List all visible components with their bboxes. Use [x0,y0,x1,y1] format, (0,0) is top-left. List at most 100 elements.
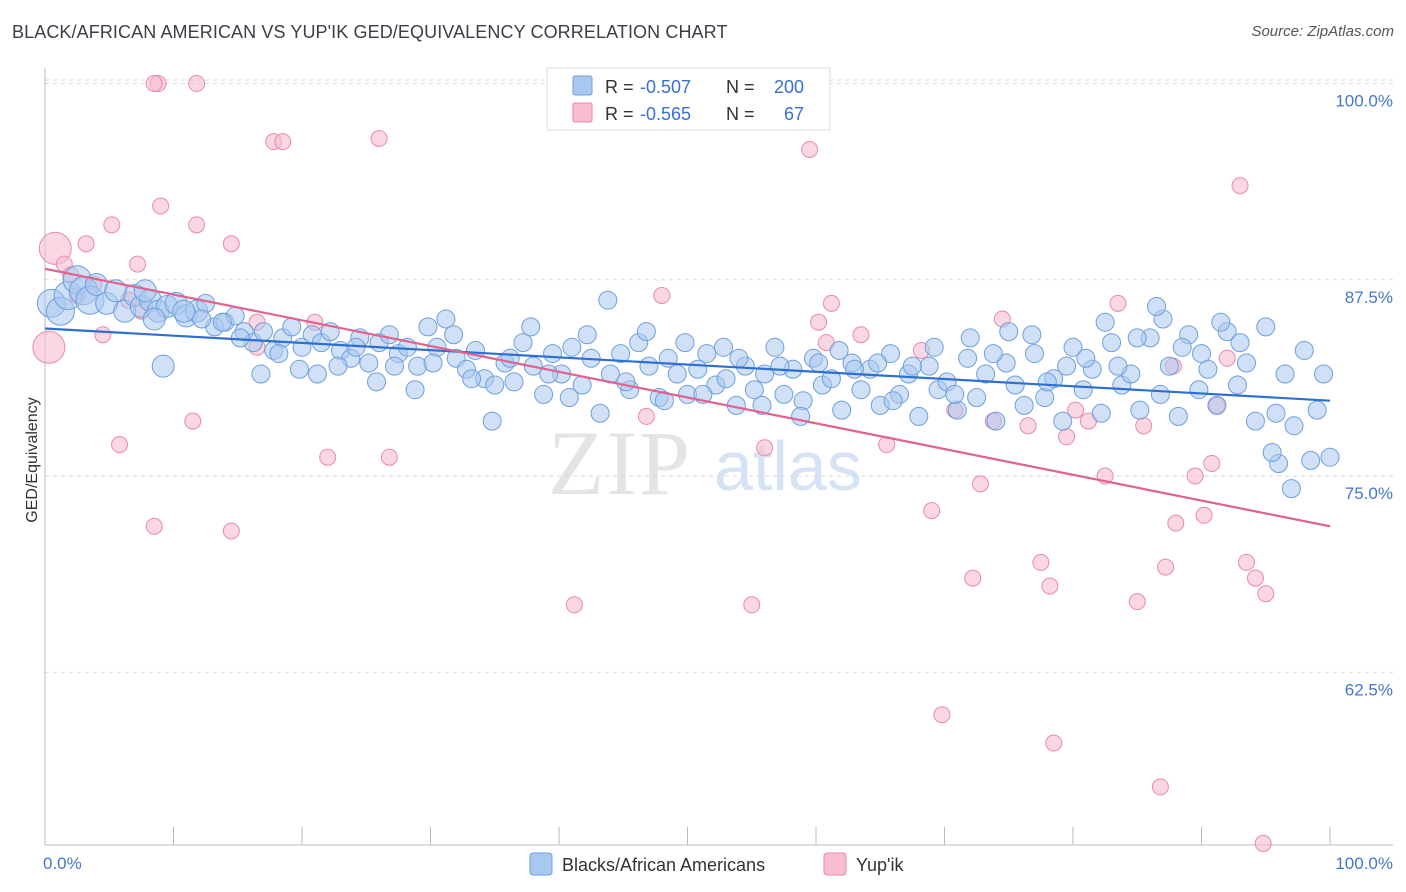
legend-blue-swatch [529,852,553,876]
blue-data-point [436,309,456,329]
pink-data-point [222,522,240,540]
pink-data-point [1195,506,1213,524]
blue-data-point [845,359,865,379]
pink-data-point [1128,593,1146,611]
y-axis-label: GED/Equivalency [24,397,41,522]
y-tick-label: 87.5% [1345,288,1393,307]
blue-data-point [289,359,309,379]
blue-data-point [598,290,618,310]
stats-pink-n-label: N = [726,104,755,124]
stats-pink-n-value: 67 [784,104,804,124]
blue-data-point [1108,356,1128,376]
legend-pink-label: Yup'ik [856,855,904,875]
pink-data-point [1237,553,1255,571]
series-legend: Blacks/African Americans Yup'ik [529,852,904,876]
blue-data-point [1130,400,1150,420]
blue-data-point [1189,380,1209,400]
pink-data-point [145,517,163,535]
blue-data-point [1057,356,1077,376]
black-african-american-points [36,265,1340,499]
blue-data-point [809,353,829,373]
blue-data-point [924,337,944,357]
blue-data-point [1022,325,1042,345]
legend-blue-label: Blacks/African Americans [562,855,765,875]
chart-title: BLACK/AFRICAN AMERICAN VS YUP'IK GED/EQU… [12,22,728,42]
pink-data-point [822,294,840,312]
pink-data-point [77,235,95,253]
blue-data-point [675,333,695,353]
blue-data-point [909,406,929,426]
tick-labels: 62.5% 75.0% 87.5% 100.0% 0.0% 100.0% [43,92,1393,873]
blue-data-point [1037,372,1057,392]
blue-data-point [947,400,967,420]
pink-data-point [810,313,828,331]
blue-data-point [1256,317,1276,337]
blue-data-point [829,340,849,360]
blue-data-point [482,411,502,431]
pink-data-point [94,326,112,344]
blue-data-point [1102,333,1122,353]
pink-data-point [964,569,982,587]
blue-data-point [1281,479,1301,499]
blue-data-point [1266,403,1286,423]
blue-data-point [697,344,717,364]
blue-data-point [639,356,659,376]
blue-data-point [559,388,579,408]
blue-data-point [1095,312,1115,332]
pink-data-point [1032,553,1050,571]
stats-blue-n-value: 200 [774,77,804,97]
pink-data-point [1257,585,1275,603]
blue-data-point [485,375,505,395]
blue-data-point [521,317,541,337]
blue-data-point [744,380,764,400]
pink-data-point [1067,401,1085,419]
pink-data-point [1167,514,1185,532]
pink-data-point [145,75,163,93]
pink-data-point [1186,467,1204,485]
blue-data-point [1211,312,1231,332]
blue-data-point [1147,296,1167,316]
blue-data-point [654,391,674,411]
blue-data-point [611,344,631,364]
pink-data-point [1203,454,1221,472]
trend-lines [44,267,1331,528]
blue-data-point [405,380,425,400]
pink-data-point [129,255,147,273]
blue-data-point [543,344,563,364]
blue-data-point [881,344,901,364]
blue-data-point [1227,375,1247,395]
blue-data-point [716,369,736,389]
blue-data-point [1035,388,1055,408]
pink-data-point [274,133,292,151]
blue-data-point [1262,443,1282,462]
pink-data-point [653,287,671,304]
blue-data-point [500,348,520,368]
pink-data-point [1041,577,1059,595]
blue-data-point [765,337,785,357]
blue-data-point [1127,328,1147,348]
blue-data-point [367,372,387,392]
blue-data-point [752,395,772,415]
blue-data-point [562,337,582,357]
blue-data-point [577,325,597,345]
blue-data-point [1207,395,1227,415]
blue-data-point [1159,356,1179,376]
pink-data-point [1135,417,1153,435]
blue-data-point [667,364,687,384]
axis-layer [44,68,1393,846]
blue-data-point [1172,337,1192,357]
blue-data-point [269,344,289,364]
blue-data-point [1284,416,1304,436]
blue-data-point [774,384,794,404]
pink-data-point [637,407,655,425]
pink-data-point [184,412,202,430]
blue-data-point [408,356,428,376]
stats-blue-r-value: -0.507 [640,77,691,97]
blue-data-point [976,364,996,384]
blue-data-point [504,372,524,392]
pink-data-point [380,448,398,466]
blue-data-point [1091,403,1111,423]
blue-data-point [418,317,438,337]
blue-data-point [253,322,273,342]
